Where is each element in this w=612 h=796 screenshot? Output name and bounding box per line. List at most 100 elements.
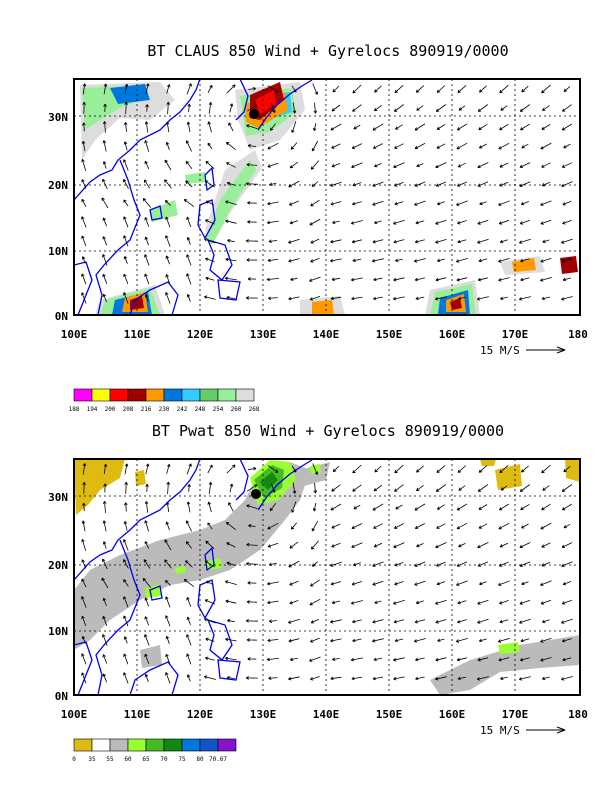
wind-arrow [309, 296, 321, 301]
wind-arrow [102, 293, 107, 303]
wind-arrow [187, 484, 191, 492]
wind-arrow [540, 219, 552, 225]
colorbar-swatch [181, 738, 201, 752]
wind-arrow [540, 580, 552, 586]
wind-arrow [165, 580, 171, 586]
wind-arrow [271, 483, 276, 493]
wind-arrow [456, 561, 468, 567]
wind-arrow [226, 561, 236, 566]
wind-arrow [414, 200, 426, 206]
gyre-location-marker [251, 489, 261, 499]
wind-arrow [457, 676, 467, 681]
wind-arrow [414, 123, 426, 131]
wind-arrow [330, 296, 342, 301]
wind-arrow [267, 638, 279, 643]
wind-arrow [186, 653, 192, 665]
wind-arrow [186, 236, 191, 245]
wind-arrow [330, 201, 342, 206]
wind-arrow [245, 562, 258, 566]
wind-arrow [311, 140, 319, 152]
wind-arrow [289, 541, 299, 549]
wind-arrow [372, 181, 384, 187]
wind-arrow [498, 219, 510, 225]
pwat-shade-grey [300, 462, 330, 486]
wind-arrow [124, 83, 129, 95]
wind-arrow [123, 579, 129, 587]
wind-arrow [415, 220, 425, 225]
vector-ref-label: 15 M/S [480, 344, 520, 357]
wind-arrow [247, 657, 257, 661]
wind-arrow [81, 198, 87, 207]
wind-arrow [186, 216, 192, 228]
wind-arrow [456, 657, 467, 662]
wind-arrow [416, 465, 424, 473]
colorbar-label: 216 [141, 406, 152, 413]
wind-vectors [81, 83, 573, 304]
wind-arrow [288, 296, 300, 301]
wind-arrow [457, 619, 467, 624]
wind-arrow [207, 522, 213, 530]
wind-arrow [165, 292, 171, 304]
wind-arrow [456, 258, 468, 263]
wind-arrow [435, 542, 447, 549]
wind-arrow [226, 162, 236, 168]
colorbar-swatch [73, 388, 93, 402]
colorbar-label: 60 [124, 756, 132, 763]
wind-arrow [204, 180, 216, 188]
panel-pwat: BT Pwat 850 Wind + Gyrelocs 890919/0000 [48, 422, 588, 763]
wind-arrow [81, 158, 87, 171]
wind-arrow [373, 484, 383, 492]
wind-arrow [372, 503, 384, 511]
wind-arrow [228, 122, 234, 132]
x-tick-label: 140E [313, 328, 340, 341]
wind-arrow [477, 162, 489, 169]
wind-arrow [414, 239, 425, 244]
wind-arrow [457, 220, 467, 225]
wind-arrow [290, 142, 298, 150]
wind-arrow [352, 638, 362, 643]
wind-arrow [499, 123, 509, 131]
x-tick-label: 180 [568, 708, 588, 721]
wind-arrow [102, 634, 108, 646]
x-tick-label: 110E [124, 328, 151, 341]
wind-arrow [331, 600, 341, 605]
pwat-shade-green [498, 642, 520, 654]
wind-arrow [435, 219, 447, 225]
wind-arrow [350, 657, 363, 662]
wind-arrow [519, 162, 531, 168]
wind-arrow [81, 635, 86, 644]
wind-arrow [437, 638, 445, 642]
coastline-asia [74, 79, 201, 201]
wind-arrow [226, 464, 236, 474]
wind-arrow [476, 296, 489, 301]
wind-arrow [394, 201, 404, 206]
wind-arrow [81, 179, 87, 189]
colorbar-swatch [91, 738, 111, 752]
wind-arrow [143, 179, 151, 189]
graticule [74, 79, 580, 315]
wind-arrow [330, 181, 342, 187]
wind-arrow [415, 676, 425, 681]
wind-arrow [479, 581, 487, 586]
y-axis-labels: 30N 20N 10N 0N [48, 111, 68, 323]
wind-arrow [123, 199, 129, 207]
pwat-shade-grey [140, 645, 162, 668]
wind-arrow [267, 542, 279, 548]
wind-arrow [415, 657, 425, 662]
wind-arrow [436, 124, 446, 130]
wind-arrow [499, 600, 509, 605]
wind-arrow [205, 160, 215, 169]
wind-arrow [225, 580, 237, 585]
wind-arrow [373, 542, 383, 548]
coastline-philippines [206, 238, 233, 281]
wind-arrow [561, 599, 572, 605]
wind-arrow [562, 657, 572, 662]
wind-arrow [288, 618, 300, 624]
wind-arrow [352, 464, 362, 474]
wind-arrow [476, 676, 489, 681]
wind-arrow [456, 123, 468, 131]
colorbar-label: 248 [195, 406, 206, 413]
wind-arrow [123, 141, 128, 151]
wind-arrow [331, 277, 341, 282]
wind-arrow [519, 561, 531, 567]
